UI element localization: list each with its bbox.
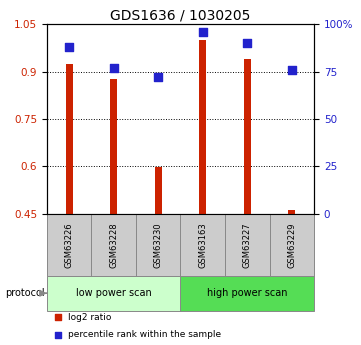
Text: low power scan: low power scan bbox=[76, 288, 152, 298]
Bar bbox=[155, 167, 162, 214]
Point bbox=[200, 29, 206, 34]
Bar bbox=[288, 210, 295, 214]
Text: GSM63230: GSM63230 bbox=[154, 222, 163, 268]
Bar bbox=[270, 214, 314, 276]
Point bbox=[66, 44, 72, 50]
Point bbox=[155, 75, 161, 80]
Point bbox=[55, 332, 61, 337]
Point bbox=[55, 315, 61, 320]
Bar bbox=[244, 59, 251, 214]
Text: GSM63227: GSM63227 bbox=[243, 222, 252, 268]
Bar bbox=[225, 214, 270, 276]
Bar bbox=[180, 214, 225, 276]
Bar bbox=[47, 276, 180, 310]
Text: high power scan: high power scan bbox=[207, 288, 287, 298]
Text: GSM63226: GSM63226 bbox=[65, 222, 74, 268]
Bar bbox=[66, 64, 73, 214]
Bar bbox=[47, 214, 91, 276]
Point bbox=[244, 40, 250, 46]
Point bbox=[289, 67, 295, 72]
Title: GDS1636 / 1030205: GDS1636 / 1030205 bbox=[110, 9, 251, 23]
Bar bbox=[199, 40, 206, 214]
Point bbox=[111, 65, 117, 70]
Text: GSM63228: GSM63228 bbox=[109, 222, 118, 268]
Text: log2 ratio: log2 ratio bbox=[68, 313, 112, 322]
Text: percentile rank within the sample: percentile rank within the sample bbox=[68, 330, 221, 339]
Bar bbox=[180, 276, 314, 310]
Bar bbox=[110, 79, 117, 214]
Text: GSM63163: GSM63163 bbox=[198, 222, 207, 268]
Bar bbox=[136, 214, 180, 276]
Bar bbox=[91, 214, 136, 276]
Text: GSM63229: GSM63229 bbox=[287, 222, 296, 268]
Text: protocol: protocol bbox=[5, 288, 45, 298]
